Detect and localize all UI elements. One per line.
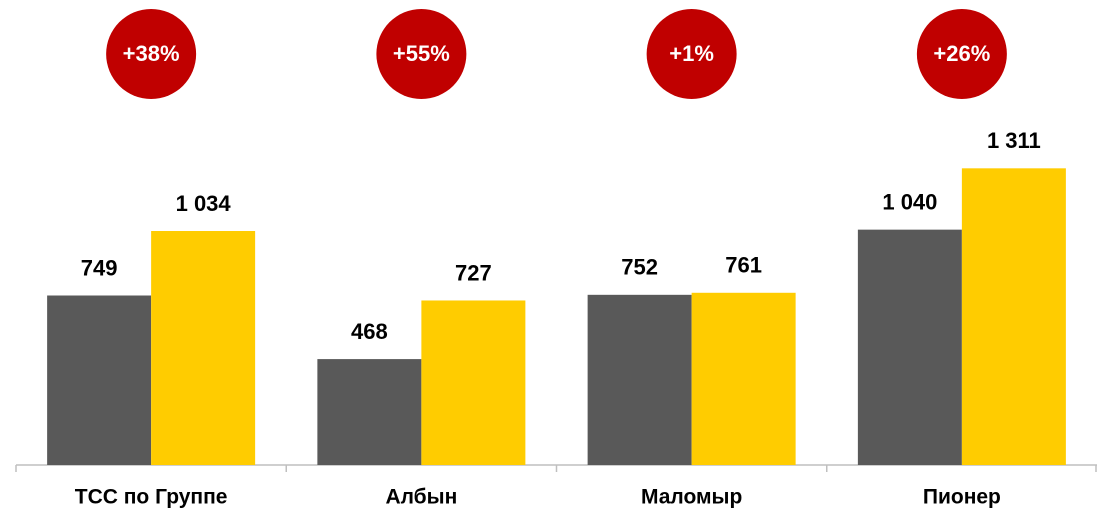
change-label: +26% bbox=[933, 41, 990, 66]
value-label: 752 bbox=[621, 255, 658, 280]
value-label: 749 bbox=[81, 255, 118, 280]
bar bbox=[151, 231, 256, 465]
x-tick-label: Пионер bbox=[923, 486, 1001, 509]
bar bbox=[47, 295, 152, 465]
x-tick-label: Маломыр bbox=[641, 486, 742, 509]
bar bbox=[317, 359, 422, 465]
bar bbox=[691, 292, 796, 465]
value-label: 727 bbox=[455, 260, 492, 285]
bar bbox=[587, 294, 692, 465]
x-tick-label: ТСС по Группе bbox=[75, 486, 228, 509]
change-badge bbox=[646, 9, 737, 99]
change-badge bbox=[916, 9, 1007, 99]
value-label: 1 311 bbox=[987, 128, 1041, 153]
change-label: +38% bbox=[123, 41, 180, 66]
value-label: 1 040 bbox=[882, 189, 937, 214]
bar bbox=[421, 300, 526, 465]
bar bbox=[857, 229, 962, 465]
value-label: 468 bbox=[351, 319, 388, 344]
x-tick-label: Албын bbox=[385, 486, 457, 509]
change-badge bbox=[106, 9, 197, 99]
change-badge bbox=[376, 9, 467, 99]
change-label: +1% bbox=[669, 41, 714, 66]
value-label: 1 034 bbox=[176, 191, 232, 216]
change-label: +55% bbox=[393, 41, 450, 66]
bar bbox=[961, 168, 1066, 466]
value-label: 761 bbox=[725, 253, 762, 278]
